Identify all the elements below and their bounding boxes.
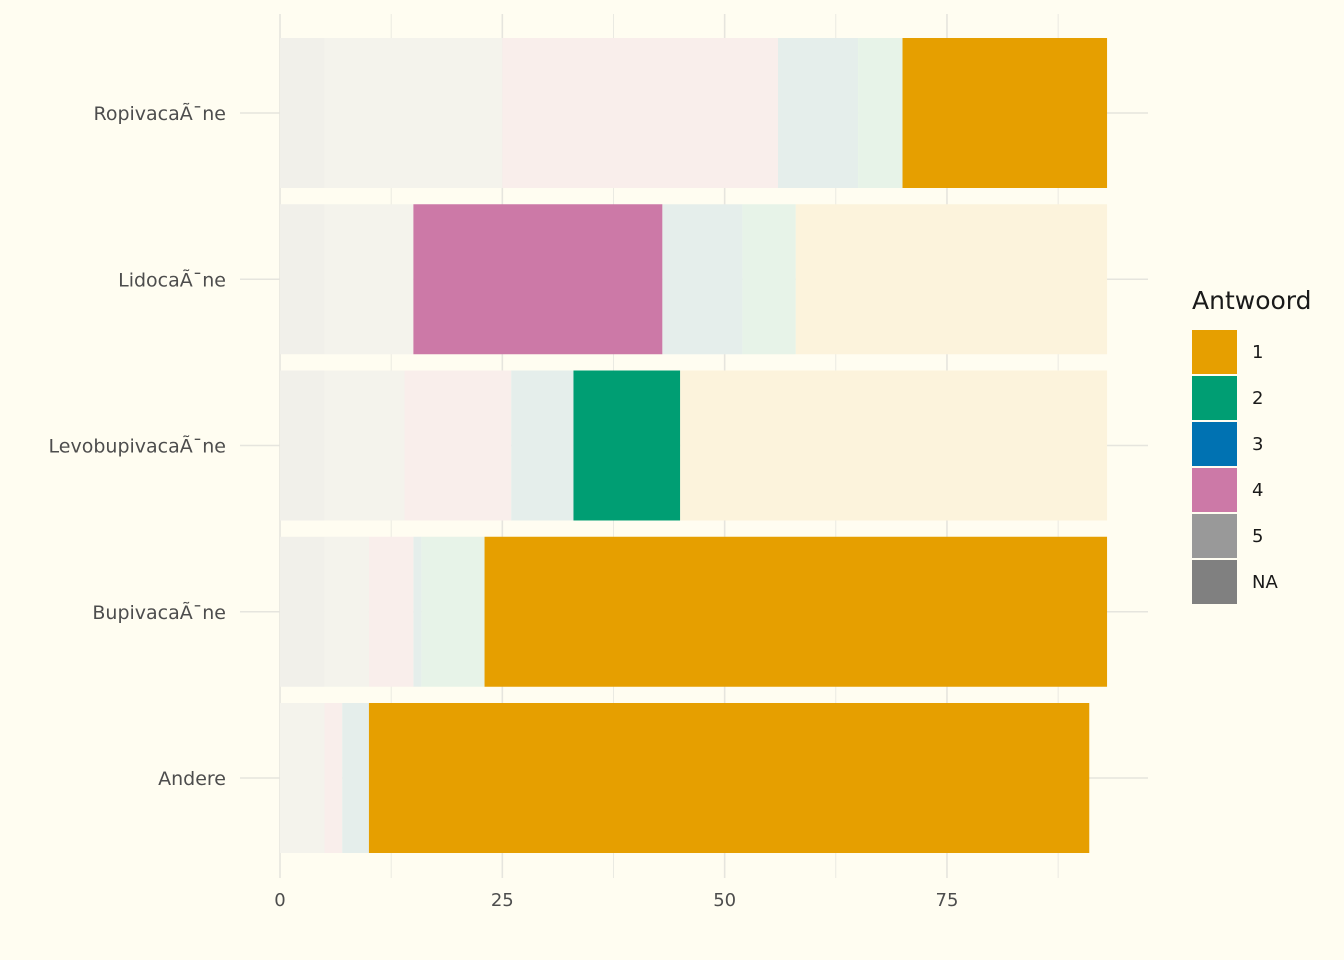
legend-swatch: [1192, 560, 1237, 604]
bar-segment-1-highlighted: [484, 536, 1108, 687]
bar-segment-4: [404, 370, 512, 521]
bar-segment-5: [324, 370, 405, 521]
bar-segment-4: [502, 38, 779, 188]
bar-segment-3: [662, 204, 743, 355]
x-tick-label: 75: [936, 890, 959, 911]
bar-segment-1-highlighted: [902, 38, 1108, 188]
category-label: LevobupivacaÃ¯ne: [49, 435, 226, 458]
bar-segment-3: [342, 703, 369, 853]
legend-swatch: [1192, 330, 1237, 374]
legend-label: NA: [1252, 572, 1278, 593]
bar-segment-2: [421, 536, 485, 687]
category-label: Andere: [158, 768, 226, 790]
bar-segment-2-highlighted: [573, 370, 681, 521]
category-label: BupivacaÃ¯ne: [92, 601, 226, 624]
bar-segment-4: [324, 703, 343, 853]
legend-label: 3: [1252, 434, 1263, 455]
bar-segment-1: [795, 204, 1108, 355]
category-label: RopivacaÃ¯ne: [93, 102, 226, 125]
legend-label: 1: [1252, 342, 1263, 363]
legend-label: 4: [1252, 480, 1263, 501]
legend-label: 5: [1252, 526, 1263, 547]
legend-swatch: [1192, 376, 1237, 420]
category-label: LidocaÃ¯ne: [118, 268, 226, 291]
bar-segment-1-highlighted: [368, 703, 1090, 853]
legend-swatch: [1192, 422, 1237, 466]
legend: Antwoord 1 2 3 4 5 NA: [1192, 286, 1312, 604]
legend-swatch: [1192, 514, 1237, 558]
x-axis-tick-labels: 0 25 50 75: [274, 890, 958, 911]
bar-segment-5: [324, 536, 369, 687]
bar-segment-1: [680, 370, 1108, 521]
category-axis-labels: Andere BupivacaÃ¯ne LevobupivacaÃ¯ne Lidoca…: [49, 102, 226, 790]
x-tick-label: 25: [491, 890, 514, 911]
bar-segment-3: [778, 38, 859, 188]
legend-label: 2: [1252, 388, 1263, 409]
bar-segment-na: [280, 38, 325, 188]
x-tick-label: 0: [274, 890, 285, 911]
legend-title: Antwoord: [1192, 286, 1312, 315]
bar-segment-2: [858, 38, 903, 188]
bar-segment-5: [324, 38, 503, 188]
bars: [280, 38, 1108, 853]
bar-segment-na: [280, 536, 325, 687]
bar-segment-na: [280, 204, 325, 355]
bar-segment-4-highlighted: [413, 204, 663, 355]
bar-segment-5: [280, 703, 325, 853]
bar-segment-3: [413, 536, 422, 687]
bar-segment-2: [742, 204, 796, 355]
x-tick-label: 50: [713, 890, 736, 911]
bar-segment-3: [511, 370, 574, 521]
bar-segment-na: [280, 370, 325, 521]
bar-segment-5: [324, 204, 414, 355]
bar-segment-4: [368, 536, 414, 687]
legend-swatch: [1192, 468, 1237, 512]
